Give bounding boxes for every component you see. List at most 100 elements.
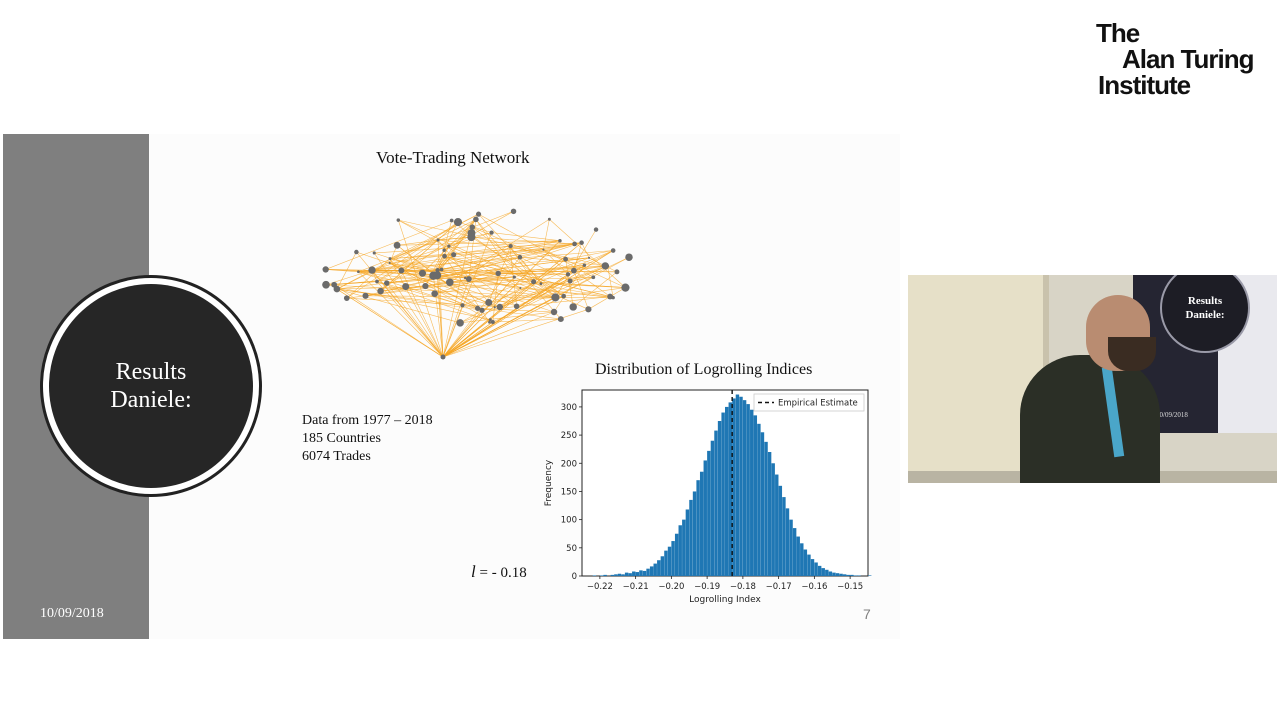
- x-axis-label: Logrolling Index: [689, 595, 761, 605]
- network-node: [510, 208, 517, 215]
- network-edge: [433, 219, 477, 276]
- histogram-chart: −0.22 −0.21 −0.20 −0.19 −0.18 −0.17 −0.16 −0.15…: [544, 389, 872, 605]
- network-edge: [442, 309, 589, 358]
- legend-box: [753, 393, 865, 412]
- histogram-bar: [692, 491, 697, 576]
- network-node: [418, 269, 427, 277]
- network-node: [440, 354, 446, 360]
- network-node: [388, 257, 392, 261]
- l-value: = - 0.18: [479, 565, 527, 581]
- network-edge: [491, 232, 560, 241]
- network-edge: [437, 240, 444, 358]
- network-edge: [334, 284, 444, 358]
- network-node: [490, 320, 495, 324]
- network-edge: [573, 270, 589, 310]
- x-tick-label: −0.21: [623, 582, 649, 592]
- network-edge: [442, 242, 582, 358]
- histogram-bar: [803, 549, 808, 576]
- histogram-bar: [757, 423, 761, 576]
- network-edge: [442, 250, 614, 358]
- network-node: [451, 252, 457, 258]
- speaker-beard: [1108, 337, 1156, 371]
- video-screen-date: 10/09/2018: [1156, 411, 1188, 419]
- slide-page-number: 7: [863, 606, 871, 622]
- network-node: [611, 295, 615, 300]
- network-node: [384, 280, 390, 286]
- histogram-bar: [617, 573, 622, 576]
- network-node: [547, 217, 551, 221]
- network-edge: [325, 232, 492, 286]
- network-node: [465, 276, 472, 282]
- network-edge: [498, 273, 568, 275]
- histogram-bar: [846, 574, 850, 576]
- network-node: [561, 293, 566, 299]
- histogram-bar: [828, 571, 833, 576]
- network-edges: [325, 211, 630, 358]
- histogram-bar: [775, 474, 779, 576]
- histogram-bar: [639, 570, 643, 576]
- network-edge: [509, 242, 582, 248]
- stats-countries: 185 Countries: [302, 431, 381, 446]
- section-title-line-2: Daniele:: [110, 387, 192, 413]
- histogram-bar: [614, 574, 618, 576]
- network-edge: [386, 282, 444, 358]
- network-node: [572, 241, 577, 247]
- network-node: [453, 217, 463, 227]
- network-node: [517, 254, 523, 260]
- network-node: [442, 253, 447, 259]
- network-node: [551, 293, 560, 302]
- histogram-bar: [735, 394, 740, 576]
- network-node: [579, 240, 584, 245]
- histogram-bar: [610, 574, 615, 576]
- legend-label: Empirical Estimate: [778, 399, 858, 409]
- y-tick-label: 300: [561, 403, 577, 413]
- histogram-bar: [782, 497, 786, 576]
- network-edge: [509, 246, 534, 282]
- network-edge: [555, 287, 626, 298]
- histogram-bar: [771, 463, 775, 576]
- network-edge: [442, 297, 556, 358]
- network-edge: [372, 269, 614, 298]
- x-tick-label: −0.15: [837, 582, 863, 592]
- y-axis-label: Frequency: [544, 459, 554, 506]
- network-node: [496, 303, 503, 311]
- histogram-bar: [817, 565, 822, 576]
- network-edge: [472, 226, 574, 271]
- stats-block: Data from 1977 – 2018 185 Countries 6074…: [302, 412, 433, 466]
- network-node: [474, 305, 481, 311]
- network-edge: [397, 239, 439, 246]
- network-edge: [437, 226, 473, 271]
- histogram-bar: [707, 450, 711, 576]
- network-edge: [336, 219, 477, 290]
- network-edge: [460, 265, 608, 324]
- histogram-bar: [682, 519, 686, 576]
- network-edge: [588, 287, 626, 310]
- histogram-title: Distribution of Logrolling Indices: [595, 361, 813, 378]
- network-node: [368, 266, 376, 274]
- network-node: [372, 251, 376, 255]
- y-tick-label: 150: [561, 487, 577, 497]
- network-edge: [468, 242, 582, 280]
- histogram-bar: [789, 519, 793, 576]
- histogram-bar: [689, 499, 693, 576]
- x-tick-label: −0.19: [694, 582, 720, 592]
- network-node: [625, 253, 633, 261]
- network-edge: [581, 242, 590, 258]
- logo-line-2: Alan Turing: [1122, 44, 1255, 74]
- network-edge: [442, 310, 483, 358]
- presentation-slide: Results Daniele: 10/09/2018 7 Vote-Tradi…: [3, 134, 900, 639]
- network-node: [460, 303, 465, 308]
- histogram-bar: [796, 536, 800, 576]
- speaker-video: Results Daniele: 10/09/2018: [908, 275, 1277, 483]
- network-node: [322, 266, 329, 273]
- histogram-bar: [660, 556, 665, 576]
- network-edge: [376, 281, 483, 311]
- network-node: [593, 227, 599, 232]
- histogram-bar: [646, 568, 650, 576]
- histogram-bar: [649, 566, 654, 576]
- x-tick-label: −0.18: [730, 582, 756, 592]
- histogram-bar: [810, 559, 815, 576]
- logrolling-value: l = - 0.18: [471, 562, 527, 582]
- network-node: [432, 271, 442, 280]
- network-edge: [398, 220, 444, 358]
